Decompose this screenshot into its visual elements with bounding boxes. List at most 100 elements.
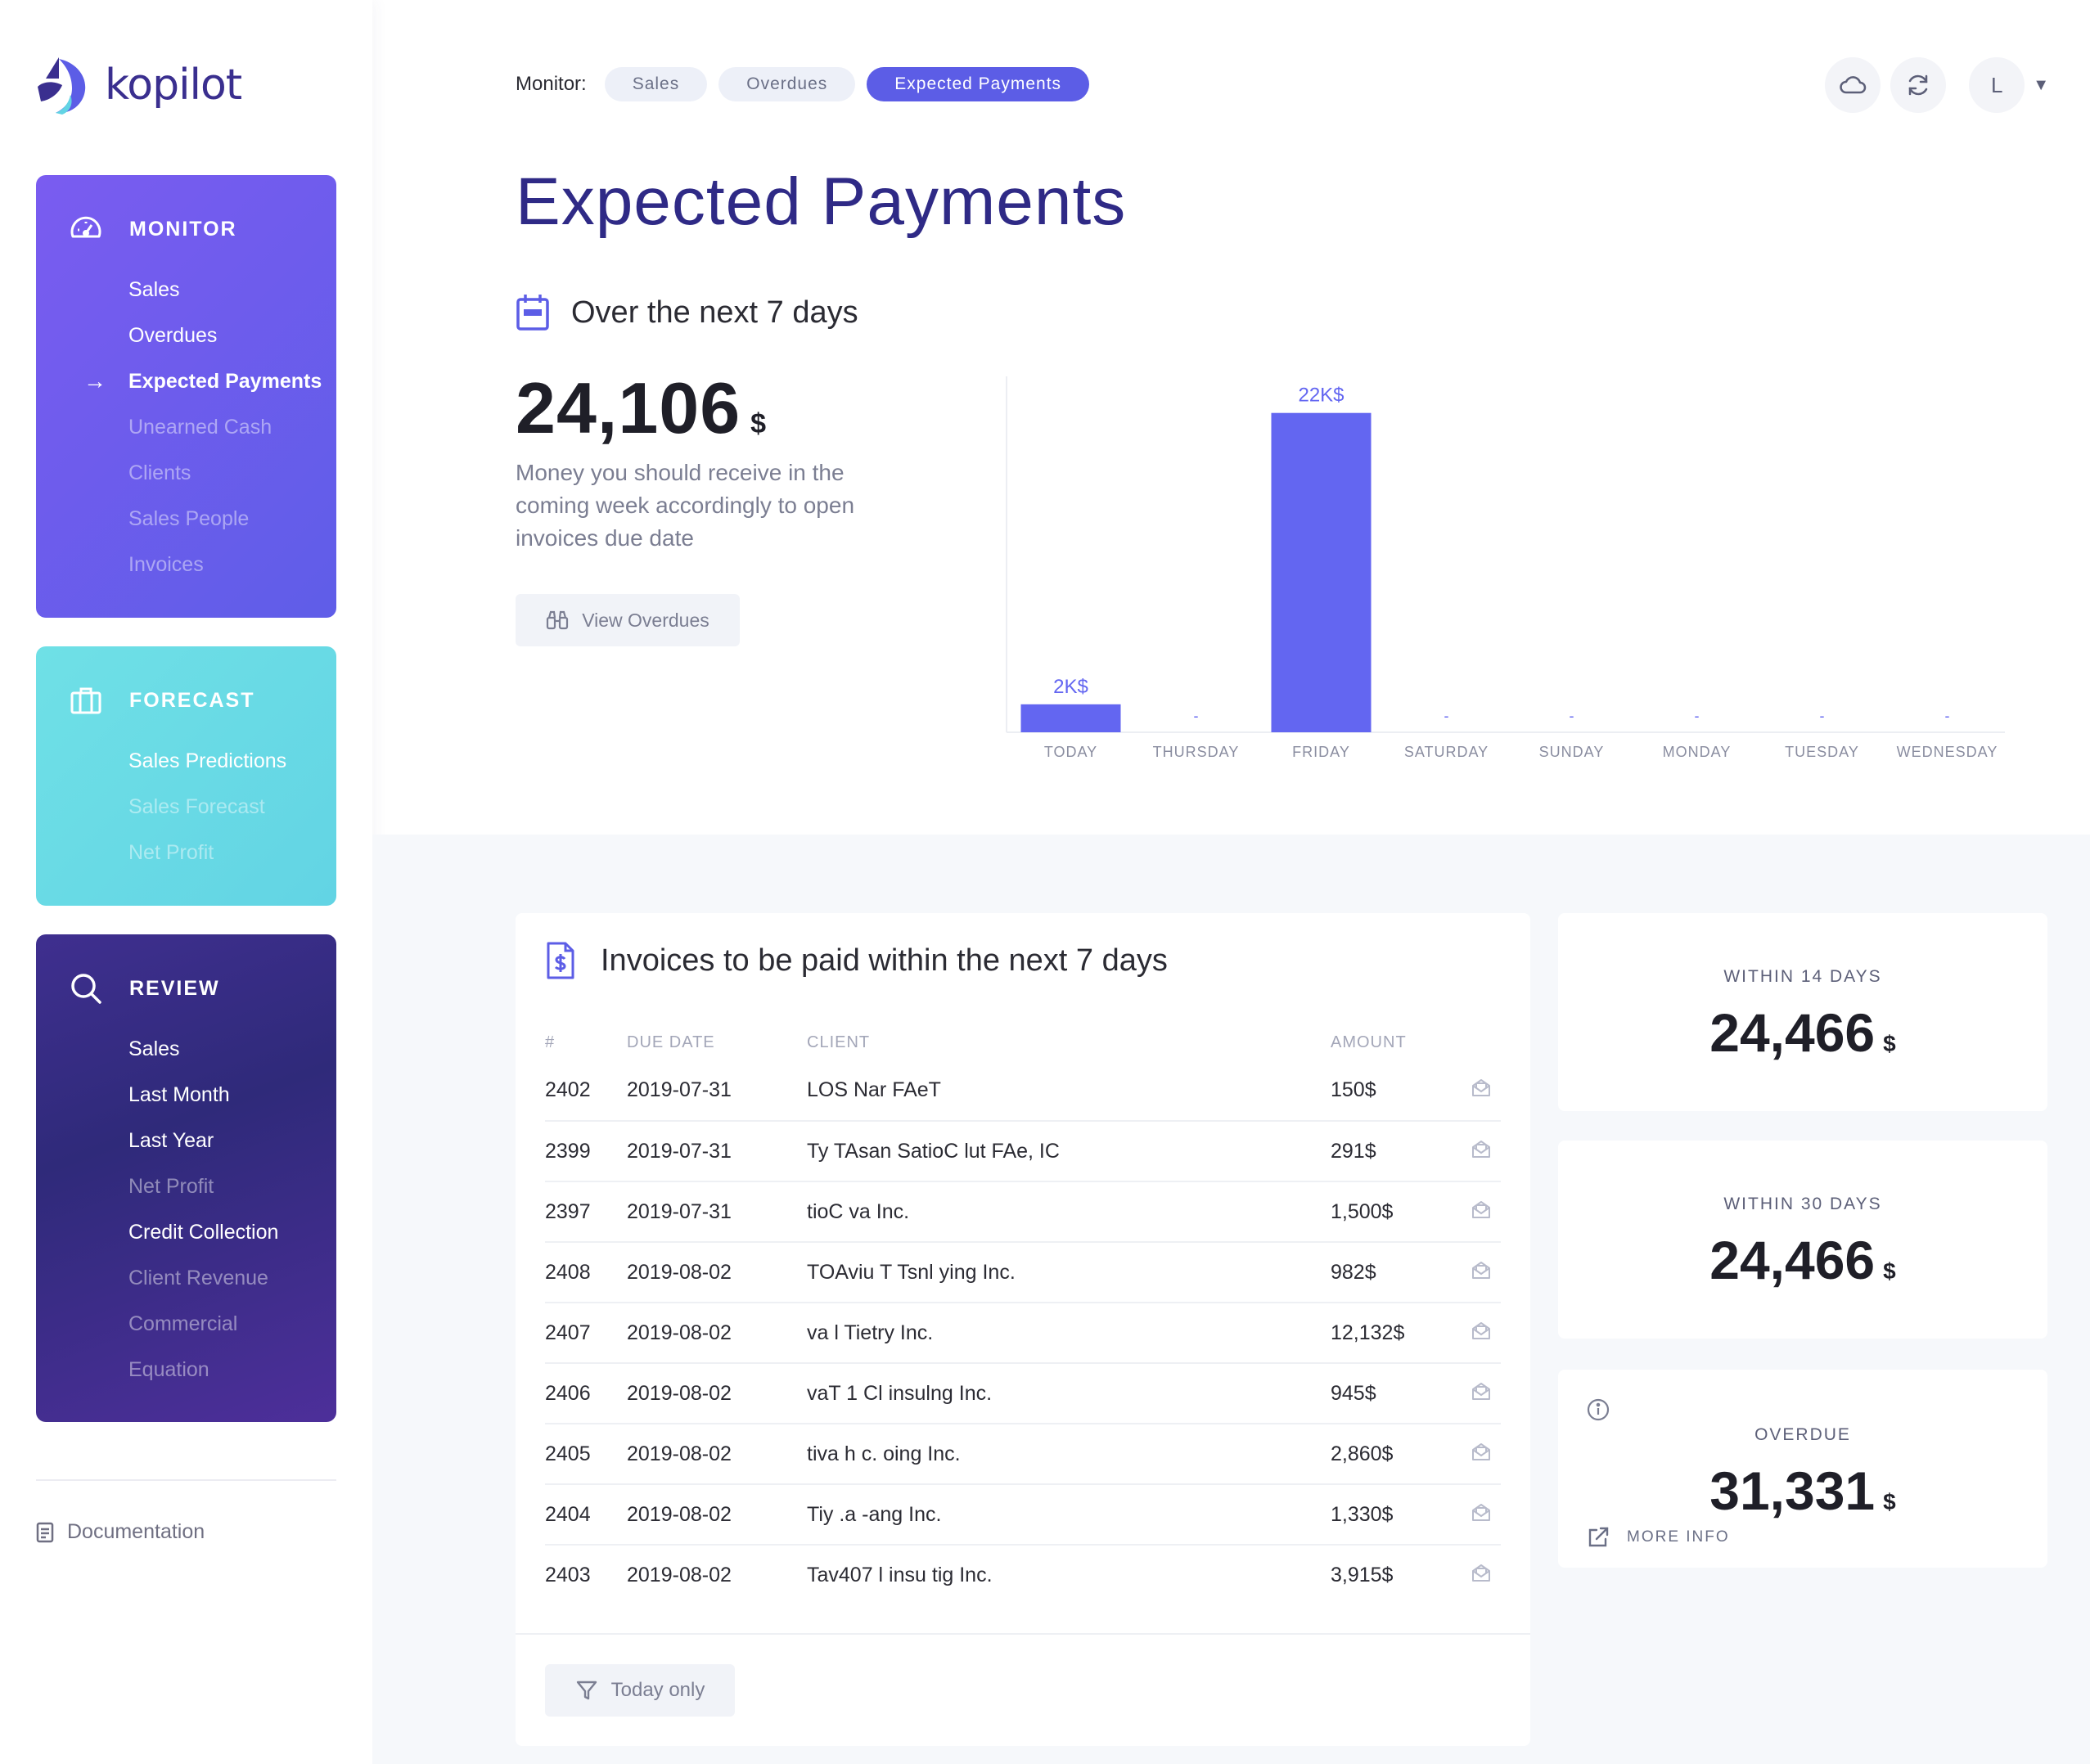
logo[interactable]: kopilot (34, 54, 242, 116)
refresh-button[interactable] (1890, 57, 1947, 113)
chevron-down-icon[interactable]: ▼ (2033, 75, 2049, 94)
nav-card-forecast-header[interactable]: FORECAST (36, 682, 336, 718)
documentation-link[interactable]: Documentation (36, 1520, 205, 1544)
send-reminder-button[interactable] (1462, 1424, 1501, 1485)
column-header-client[interactable]: CLIENT (807, 1033, 871, 1051)
nav-card-monitor-header[interactable]: MONITOR (36, 211, 336, 247)
invoice-due-date: 2019-08-02 (627, 1484, 807, 1546)
send-reminder-button[interactable] (1462, 1484, 1501, 1546)
chart-tick-label: SUNDAY (1539, 744, 1605, 760)
sidebar: kopilot MONITOR Sales Overdues → Expected… (0, 0, 372, 1764)
sidebar-item-sales-forecast[interactable]: Sales Forecast (128, 795, 265, 818)
sidebar-item-sales[interactable]: Sales (128, 278, 180, 301)
invoice-client: Tav407 l insu tig Inc. (807, 1564, 993, 1586)
send-reminder-button[interactable] (1462, 1363, 1501, 1424)
invoice-dollar-icon (547, 942, 574, 979)
chart-tick-label: THURSDAY (1153, 744, 1240, 760)
stat-value: 24,466 $ (1709, 1001, 1895, 1064)
invoice-amount: 945$ (1331, 1363, 1462, 1424)
today-only-filter-button[interactable]: Today only (545, 1664, 735, 1717)
invoices-table: # DUE DATE CLIENT AMOUNT 2402 2019-07-31 L… (545, 1024, 1501, 1605)
sidebar-item-net-profit[interactable]: Net Profit (128, 841, 214, 864)
nav-card-review: REVIEW Sales Last Month Last Year Net Pr… (36, 934, 336, 1422)
sidebar-item-net-profit[interactable]: Net Profit (128, 1175, 214, 1198)
table-row[interactable]: 2404 2019-08-02 Tiy .a -ang Inc. 1,330$ (545, 1484, 1501, 1546)
send-reminder-button[interactable] (1462, 1303, 1501, 1364)
monitor-switcher: Monitor: Sales Overdues Expected Payment… (516, 67, 1101, 101)
invoice-due-date: 2019-07-31 (627, 1121, 807, 1182)
chart-tick-label: TODAY (1044, 744, 1097, 760)
view-overdues-button[interactable]: View Overdues (516, 594, 740, 646)
pill-sales[interactable]: Sales (604, 67, 708, 101)
pill-overdues[interactable]: Overdues (718, 67, 856, 101)
invoice-number: 2403 (545, 1564, 591, 1586)
column-header-due-date[interactable]: DUE DATE (627, 1033, 715, 1051)
table-row[interactable]: 2403 2019-08-02 Tav407 l insu tig Inc. 3,91… (545, 1545, 1501, 1605)
chart-data-label: - (1444, 708, 1449, 724)
documentation-label: Documentation (67, 1520, 205, 1543)
sidebar-item-sales[interactable]: Sales (128, 1037, 180, 1060)
column-header-number[interactable]: # (545, 1033, 556, 1051)
stat-currency: $ (1883, 1258, 1896, 1284)
sidebar-item-overdues[interactable]: Overdues (128, 324, 218, 347)
table-header-row: # DUE DATE CLIENT AMOUNT (545, 1024, 1501, 1060)
sidebar-item-invoices[interactable]: Invoices (128, 553, 204, 576)
invoice-due-date: 2019-08-02 (627, 1424, 807, 1485)
avatar[interactable]: L (1969, 57, 2025, 113)
nav-card-forecast: FORECAST Sales Predictions Sales Forecas… (36, 646, 336, 906)
sidebar-item-client-revenue[interactable]: Client Revenue (128, 1267, 268, 1289)
sidebar-item-equation[interactable]: Equation (128, 1358, 209, 1381)
sidebar-item-unearned-cash[interactable]: Unearned Cash (128, 416, 273, 439)
nav-card-review-header[interactable]: REVIEW (36, 970, 336, 1006)
invoice-client: LOS Nar FAeT (807, 1060, 1331, 1122)
expected-total-currency: $ (750, 408, 767, 439)
sidebar-item-commercial[interactable]: Commercial (128, 1312, 238, 1335)
info-icon[interactable] (1586, 1397, 1610, 1422)
invoice-client: va l Tietry Inc. (807, 1303, 1331, 1364)
chart-bar-today (1020, 704, 1121, 732)
speedometer-icon (70, 216, 101, 238)
stat-amount: 24,466 (1709, 1230, 1876, 1290)
send-reminder-button[interactable] (1462, 1181, 1501, 1243)
sidebar-item-credit-collection[interactable]: Credit Collection (128, 1221, 279, 1244)
cloud-icon (1840, 76, 1867, 94)
more-info-link[interactable]: MORE INFO (1586, 1525, 1730, 1550)
table-row[interactable]: 2405 2019-08-02 tiva h c. oing Inc. 2,860$ (545, 1424, 1501, 1485)
table-row[interactable]: 2406 2019-08-02 vaT 1 Cl insulng Inc. 945$ (545, 1363, 1501, 1424)
send-reminder-button[interactable] (1462, 1545, 1501, 1605)
sidebar-item-last-year[interactable]: Last Year (128, 1129, 214, 1152)
today-only-label: Today only (610, 1679, 705, 1701)
table-row[interactable]: 2399 2019-07-31 Ty TAsan SatioC lut FAe, I… (545, 1121, 1501, 1182)
table-row[interactable]: 2407 2019-08-02 va l Tietry Inc. 12,132$ (545, 1303, 1501, 1364)
binoculars-icon (547, 610, 569, 630)
sidebar-item-clients[interactable]: Clients (128, 461, 191, 484)
table-row[interactable]: 2397 2019-07-31 tioC va Inc. 1,500$ (545, 1181, 1501, 1243)
pill-expected-payments[interactable]: Expected Payments (867, 67, 1090, 101)
invoices-footer-divider (516, 1633, 1530, 1635)
nav-card-monitor: MONITOR Sales Overdues → Expected Payment… (36, 175, 336, 618)
send-reminder-button[interactable] (1462, 1121, 1501, 1182)
monitor-menu: Sales Overdues → Expected Payments Unearn… (36, 267, 336, 587)
table-row[interactable]: 2408 2019-08-02 TOAviu T Tsnl ying Inc. 982… (545, 1242, 1501, 1303)
stat-card-overdue: OVERDUE 31,331 $ MORE INFO (1558, 1370, 2047, 1568)
sidebar-item-last-month[interactable]: Last Month (128, 1083, 230, 1106)
send-reminder-button[interactable] (1462, 1242, 1501, 1303)
top-actions: L ▼ (1815, 57, 2049, 113)
invoice-amount: 1,500$ (1331, 1181, 1462, 1243)
search-icon (71, 974, 101, 1004)
view-overdues-label: View Overdues (582, 609, 709, 631)
column-header-amount[interactable]: AMOUNT (1331, 1033, 1407, 1051)
sidebar-item-sales-people[interactable]: Sales People (128, 507, 250, 530)
invoice-client: vaT 1 Cl insulng Inc. (807, 1363, 1331, 1424)
chart-tick-label: WEDNESDAY (1897, 744, 1998, 760)
table-row[interactable]: 2402 2019-07-31 LOS Nar FAeT 150$ (545, 1060, 1501, 1122)
invoice-due-date: 2019-07-31 (627, 1181, 807, 1243)
cloud-button[interactable] (1825, 57, 1881, 113)
refresh-icon (1908, 74, 1928, 96)
column-header-actions (1462, 1024, 1501, 1060)
stat-label: OVERDUE (1754, 1425, 1851, 1444)
stat-label: WITHIN 30 DAYS (1723, 1195, 1882, 1213)
sidebar-item-expected-payments[interactable]: → Expected Payments (36, 358, 336, 404)
send-reminder-button[interactable] (1462, 1060, 1501, 1122)
sidebar-item-sales-predictions[interactable]: Sales Predictions (128, 749, 287, 772)
